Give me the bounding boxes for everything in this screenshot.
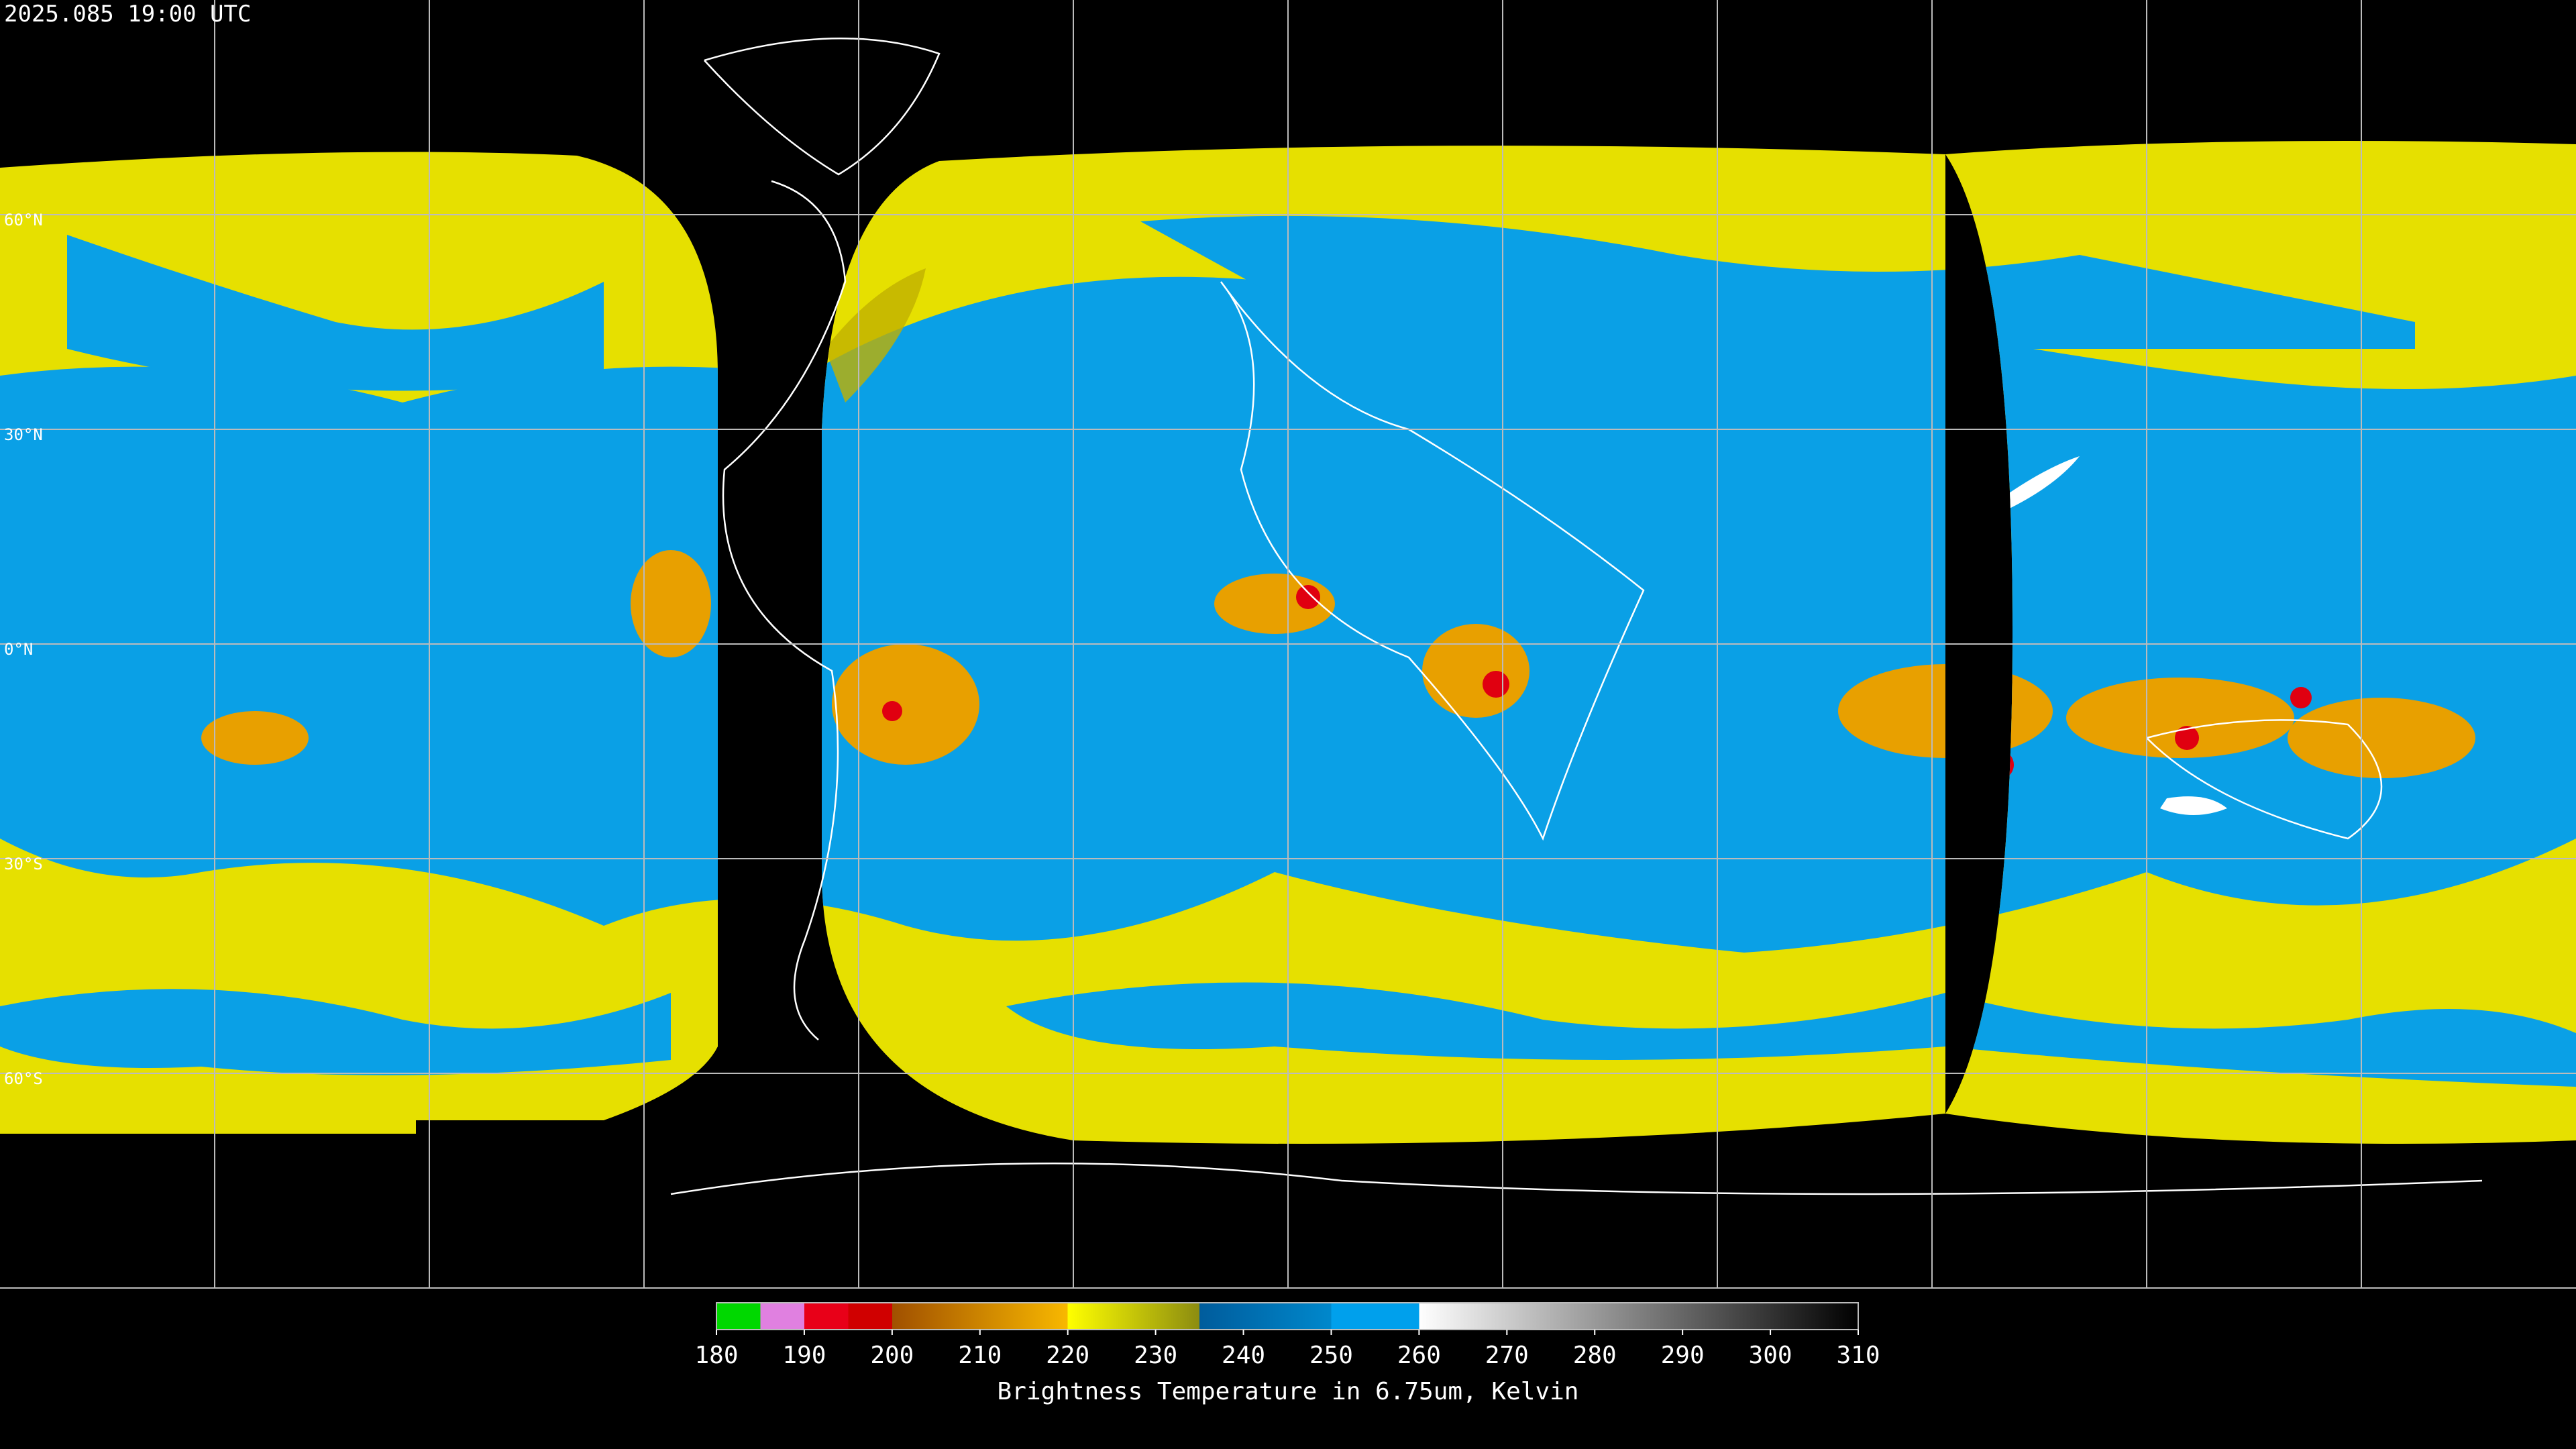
colorbar-tick-label: 200 [870,1342,914,1369]
colorbar-tick-label: 190 [782,1342,826,1369]
latitude-label: 60°N [4,211,43,229]
latitude-label: 30°S [4,855,43,873]
colorbar-tick-label: 270 [1485,1342,1529,1369]
colorbar-tick-label: 260 [1397,1342,1441,1369]
colorbar-tick-label: 220 [1046,1342,1089,1369]
latitude-label: 0°N [4,640,33,659]
colorbar-tick-label: 250 [1309,1342,1353,1369]
colorbar-tick-label: 180 [694,1342,738,1369]
latitude-label: 30°N [4,425,43,444]
latitude-label: 60°S [4,1069,43,1088]
colorbar-tick-label: 280 [1573,1342,1617,1369]
colorbar-tick-label: 290 [1661,1342,1705,1369]
colorbar-label: Brightness Temperature in 6.75um, Kelvin [998,1378,1579,1405]
colorbar-tick-label: 300 [1749,1342,1792,1369]
colorbar-tick-label: 230 [1134,1342,1177,1369]
colorbar-tick-label: 210 [958,1342,1002,1369]
colorbar-tick-label: 310 [1836,1342,1880,1369]
colorbar-tick-label: 240 [1222,1342,1265,1369]
colorbar [716,1302,1859,1330]
timestamp: 2025.085 19:00 UTC [4,1,251,28]
